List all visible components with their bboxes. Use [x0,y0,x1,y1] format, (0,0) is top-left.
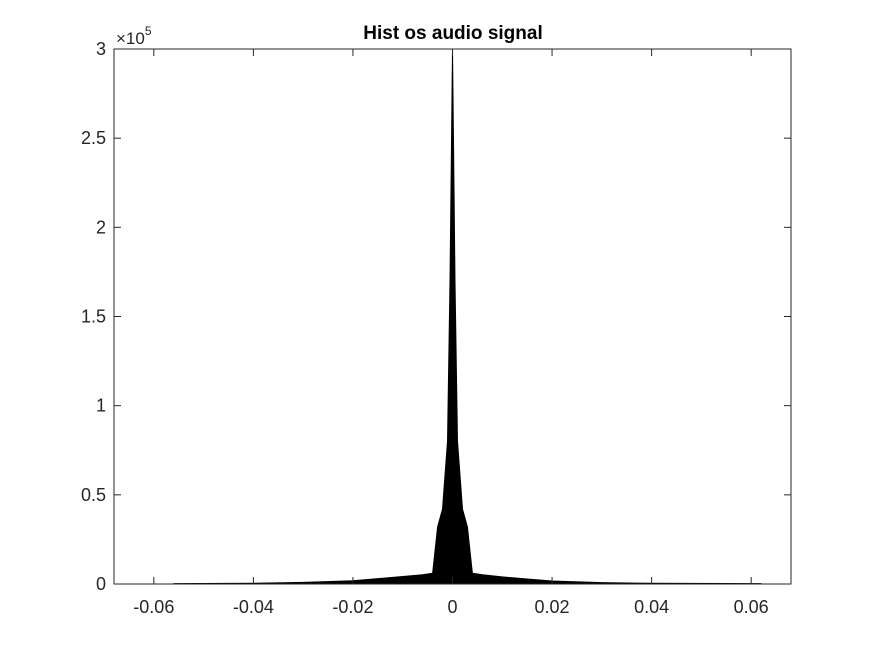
x-tick-label: 0.06 [734,597,769,617]
y-tick-label: 0 [96,574,106,594]
y-tick-label: 1.5 [81,307,106,327]
y-tick-label: 1 [96,396,106,416]
y-axis-exponent: ×105 [116,24,152,48]
histogram-area [173,48,762,585]
chart-title: Hist os audio signal [363,23,542,44]
x-tick-label: -0.02 [332,597,373,617]
svg-text:×105: ×105 [116,24,152,48]
y-tick-label: 2.5 [81,128,106,148]
y-tick-label: 2 [96,217,106,237]
x-tick-label: 0.04 [634,597,669,617]
x-tick-label: 0 [447,597,457,617]
x-tick-label: -0.06 [133,597,174,617]
x-axis-ticks: -0.06 -0.04 -0.02 0 0.02 0.04 0.06 [133,49,769,617]
y-exponent-base: ×10 [116,29,145,48]
x-tick-label: -0.04 [233,597,274,617]
y-tick-label: 0.5 [81,485,106,505]
x-tick-label: 0.02 [535,597,570,617]
y-axis-ticks: 0 0.5 1 1.5 2 2.5 3 [81,39,791,594]
y-tick-label: 3 [96,39,106,59]
y-exponent-power: 5 [145,24,152,38]
